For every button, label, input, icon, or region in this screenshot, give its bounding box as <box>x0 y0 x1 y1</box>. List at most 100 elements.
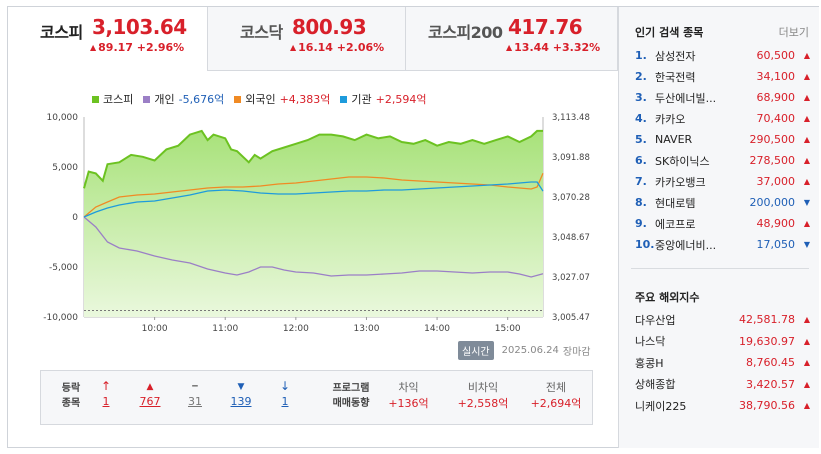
index-name[interactable]: 니케이225 <box>635 399 687 413</box>
legend-kospi: 코스피 <box>92 91 133 107</box>
popular-item[interactable]: 1. 삼성전자 60,500 ▲ <box>635 45 810 66</box>
header-line: 프로그램 <box>332 383 370 394</box>
popular-item[interactable]: 4. 카카오 70,400 ▲ <box>635 108 810 129</box>
y-right-tick: 3,091.88 <box>552 153 590 163</box>
popular-item[interactable]: 7. 카카오뱅크 37,000 ▲ <box>635 171 810 192</box>
updown-down: ▼ 139 <box>221 379 261 408</box>
legend-swatch <box>234 95 242 103</box>
tab-kosdaq[interactable]: 코스닥 800.93 ▲ 16.14 +2.06% <box>208 7 406 71</box>
change-text: 89.17 +2.96% <box>98 41 185 54</box>
stock-name[interactable]: 두산에너빌... <box>655 91 717 105</box>
index-name[interactable]: 나스닥 <box>635 335 666 349</box>
up-arrow-icon: ▲ <box>506 43 513 52</box>
stock-price: 278,500 <box>749 154 796 167</box>
x-tick-label: 13:00 <box>353 324 379 334</box>
tab-kospi[interactable]: 코스피 3,103.64 ▲ 89.17 +2.96% <box>8 7 208 71</box>
up-arrow-icon: ▲ <box>803 51 810 60</box>
up-arrow-icon: ▲ <box>803 401 810 411</box>
count-link[interactable]: 1 <box>102 395 110 408</box>
up-arrow-icon: ▲ <box>803 156 810 165</box>
legend-label: 개인 <box>154 93 175 106</box>
stock-name[interactable]: 에코프로 <box>655 217 696 231</box>
flat-icon: ━ <box>192 382 198 392</box>
popular-item[interactable]: 10. 중앙에너비... 17,050 ▼ <box>635 234 810 255</box>
program-total: 전체 +2,694억 <box>526 379 586 411</box>
stock-price: 37,000 <box>756 175 796 188</box>
popular-item[interactable]: 9. 에코프로 48,900 ▲ <box>635 213 810 234</box>
stock-price: 60,500 <box>756 49 796 62</box>
stock-name[interactable]: SK하이닉스 <box>655 154 710 168</box>
rank: 2. <box>635 70 647 83</box>
world-index-item[interactable]: 상해종합 3,420.57 ▲ <box>635 374 810 396</box>
tab-kospi200[interactable]: 코스피200 417.76 ▲ 13.44 +3.32% <box>406 7 618 71</box>
stock-name[interactable]: 현대로템 <box>655 196 696 210</box>
rank: 4. <box>635 112 647 125</box>
down-icon: ▼ <box>237 382 245 392</box>
chart-date: 2025.06.24 <box>501 345 559 356</box>
stock-name[interactable]: 카카오 <box>655 112 686 126</box>
x-tick-label: 14:00 <box>424 324 450 334</box>
stock-price: 70,400 <box>756 112 796 125</box>
index-price: 3,420.57 <box>746 377 795 391</box>
limit-down-icon: ↓ <box>279 379 291 393</box>
legend-institution: 기관 +2,594억 <box>340 91 427 107</box>
stock-name[interactable]: 삼성전자 <box>655 49 696 63</box>
popular-item[interactable]: 2. 한국전력 34,100 ▲ <box>635 66 810 87</box>
legend-label: 코스피 <box>103 93 134 106</box>
rank: 1. <box>635 49 647 62</box>
side-panel: 인기 검색 종목 더보기 1. 삼성전자 60,500 ▲ 2. 한국전력 34,100 ▲ 3… <box>618 7 819 448</box>
count-link[interactable]: 139 <box>230 395 252 408</box>
index-name[interactable]: 상해종합 <box>635 378 676 392</box>
more-link[interactable]: 더보기 <box>778 26 809 39</box>
y-right-tick: 3,070.28 <box>552 193 590 203</box>
y-right-tick: 3,027.07 <box>552 273 590 283</box>
header-line: 매매동향 <box>332 398 370 409</box>
realtime-badge[interactable]: 실시간 <box>458 341 494 360</box>
legend-swatch <box>143 95 151 103</box>
tab-name: 코스피200 <box>428 23 503 42</box>
index-change: ▲ 89.17 +2.96% <box>90 41 184 54</box>
up-arrow-icon: ▲ <box>803 336 810 346</box>
updown-limit-down: ↓ 1 <box>265 379 305 408</box>
up-arrow-icon: ▲ <box>803 114 810 123</box>
world-index-item[interactable]: 홍콩H 8,760.45 ▲ <box>635 352 810 374</box>
world-index-item[interactable]: 니케이225 38,790.56 ▲ <box>635 395 810 417</box>
x-tick-label: 11:00 <box>212 324 238 334</box>
stock-name[interactable]: 카카오뱅크 <box>655 175 706 189</box>
count-link[interactable]: 767 <box>139 395 161 408</box>
series-individual <box>83 216 544 278</box>
world-index-item[interactable]: 나스닥 19,630.97 ▲ <box>635 331 810 353</box>
legend-value: +2,594억 <box>375 93 427 106</box>
count-link[interactable]: 1 <box>281 395 289 408</box>
x-tick-label: 15:00 <box>495 324 521 334</box>
popular-item[interactable]: 3. 두산에너빌... 68,900 ▲ <box>635 87 810 108</box>
stock-name[interactable]: 중앙에너비... <box>655 238 717 252</box>
world-index-item[interactable]: 다우산업 42,581.78 ▲ <box>635 309 810 331</box>
stock-name[interactable]: NAVER <box>655 133 693 146</box>
rank: 5. <box>635 133 647 146</box>
popular-item[interactable]: 8. 현대로템 200,000 ▼ <box>635 192 810 213</box>
header-line: 종목 <box>61 398 81 409</box>
index-tabs: 코스피 3,103.64 ▲ 89.17 +2.96% 코스닥 800.93 ▲ 1… <box>8 7 618 71</box>
legend-individual: 개인 -5,676억 <box>143 91 224 107</box>
up-arrow-icon: ▲ <box>803 93 810 102</box>
world-index-list: 다우산업 42,581.78 ▲ 나스닥 19,630.97 ▲ 홍콩H 8,760.45 ▲ 상… <box>635 309 810 417</box>
count-link[interactable]: 31 <box>188 395 202 408</box>
y-right-tick: 3,005.47 <box>552 313 590 323</box>
rank: 7. <box>635 175 647 188</box>
updown-header: 등락 종목 <box>53 381 89 411</box>
updown-limit-up: ↑ 1 <box>86 379 126 408</box>
y-right-tick: 3,048.67 <box>552 233 590 243</box>
popular-item[interactable]: 6. SK하이닉스 278,500 ▲ <box>635 150 810 171</box>
up-arrow-icon: ▲ <box>803 135 810 144</box>
y-right-tick: 3,113.48 <box>552 113 590 123</box>
tab-name: 코스피 <box>40 23 83 42</box>
index-name[interactable]: 다우산업 <box>635 313 676 327</box>
up-arrow-icon: ▲ <box>803 315 810 325</box>
index-price: 38,790.56 <box>739 399 795 413</box>
index-name[interactable]: 홍콩H <box>635 356 664 370</box>
index-price: 8,760.45 <box>746 356 795 370</box>
popular-item[interactable]: 5. NAVER 290,500 ▲ <box>635 129 810 150</box>
stock-name[interactable]: 한국전력 <box>655 70 696 84</box>
legend-label: 외국인 <box>245 93 276 106</box>
